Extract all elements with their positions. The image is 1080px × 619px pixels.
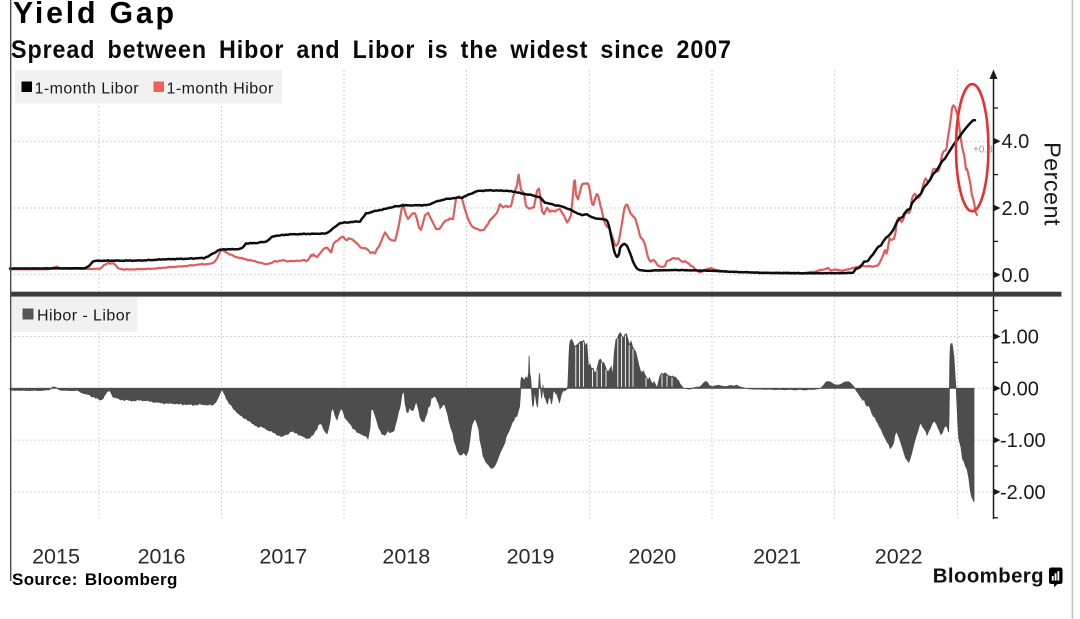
svg-text:4.0: 4.0 xyxy=(1002,131,1030,153)
svg-text:-2.00: -2.00 xyxy=(1000,482,1046,504)
svg-text:1-month Hibor: 1-month Hibor xyxy=(167,81,274,98)
svg-text:2016: 2016 xyxy=(138,545,186,569)
svg-text:Bloomberg: Bloomberg xyxy=(933,566,1044,588)
svg-text:2015: 2015 xyxy=(32,545,80,569)
svg-text:2019: 2019 xyxy=(507,545,555,569)
svg-text:0.00: 0.00 xyxy=(1000,378,1039,400)
svg-text:1.00: 1.00 xyxy=(1000,327,1039,349)
svg-text:2018: 2018 xyxy=(382,545,430,569)
svg-text:-1.00: -1.00 xyxy=(1000,430,1046,452)
svg-text:2020: 2020 xyxy=(628,545,676,569)
svg-text:Hibor - Libor: Hibor - Libor xyxy=(37,308,131,325)
svg-text:2022: 2022 xyxy=(875,545,923,569)
svg-text:2021: 2021 xyxy=(753,545,801,569)
svg-text:2.0: 2.0 xyxy=(1002,198,1030,220)
svg-text:1-month Libor: 1-month Libor xyxy=(35,81,140,98)
svg-text:+0.3: +0.3 xyxy=(973,145,993,156)
svg-text:Source: Bloomberg: Source: Bloomberg xyxy=(12,570,178,589)
svg-text:Percent: Percent xyxy=(1040,142,1066,226)
svg-text:0.0: 0.0 xyxy=(1002,265,1030,287)
svg-text:2017: 2017 xyxy=(259,545,307,569)
